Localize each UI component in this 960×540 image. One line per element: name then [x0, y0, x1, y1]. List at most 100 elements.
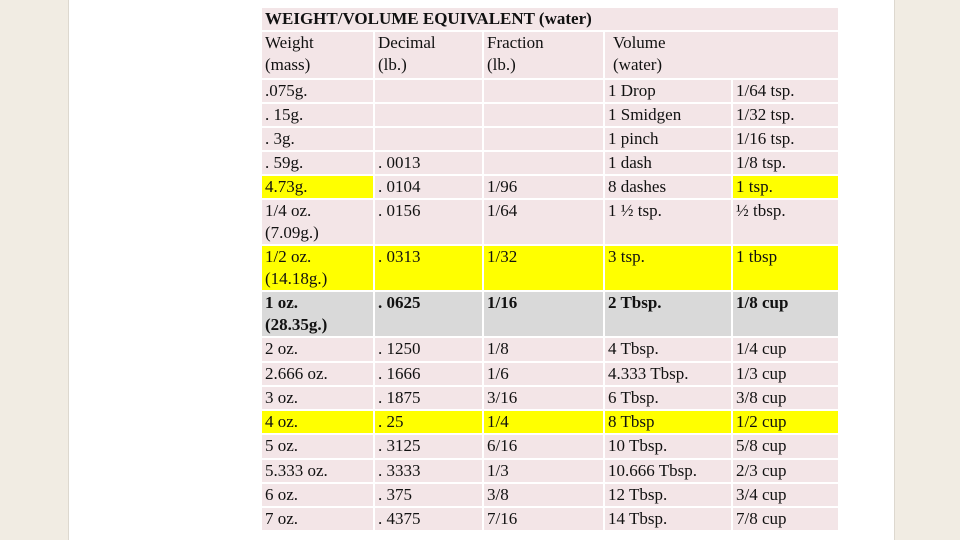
- table-cell: 1/3 cup: [730, 361, 841, 387]
- title-row: WEIGHT/VOLUME EQUIVALENT (water): [259, 6, 841, 32]
- table-cell: 1 Drop: [603, 78, 733, 104]
- table-row: . 59g.. 0013 1 dash 1/8 tsp.: [260, 150, 841, 176]
- table-row: 5.333 oz.. 3333 1/3 10.666 Tbsp. 2/3 cup: [260, 458, 841, 484]
- table-cell: . 25: [373, 409, 484, 435]
- table-row: 6 oz.. 375 3/8 12 Tbsp. 3/4 cup: [260, 482, 841, 508]
- table-cell: [373, 126, 484, 152]
- table-cell: 4.333 Tbsp.: [603, 361, 733, 387]
- table-cell: 12 Tbsp.: [603, 482, 733, 508]
- table-cell: [482, 102, 605, 128]
- table-cell: [373, 78, 484, 104]
- table-cell: . 4375: [373, 506, 484, 532]
- table-cell: 3/8 cup: [730, 385, 841, 411]
- table-cell: .075g.: [260, 78, 375, 104]
- table-cell: 1/8 cup: [730, 290, 841, 338]
- table-cell: 10.666 Tbsp.: [603, 458, 733, 484]
- table-cell: 1/32 tsp.: [730, 102, 841, 128]
- table-row: 4.73g.. 0104 1/96 8 dashes 1 tsp.: [260, 174, 841, 200]
- table-cell: 5/8 cup: [730, 433, 841, 460]
- table-cell: [482, 126, 605, 152]
- table-cell: 14 Tbsp.: [603, 506, 733, 532]
- table-cell: 4.73g.: [260, 174, 375, 200]
- table-cell: 1 dash: [603, 150, 733, 176]
- table-cell: 1/6: [482, 361, 605, 387]
- table-cell: 3/16: [482, 385, 605, 411]
- table-cell: 1/64 tsp.: [730, 78, 841, 104]
- table-cell: . 59g.: [260, 150, 375, 176]
- table-cell: . 0313: [373, 244, 484, 292]
- table-cell: 6/16: [482, 433, 605, 460]
- table-cell: 4 oz.: [260, 409, 375, 435]
- table-cell: 7/16: [482, 506, 605, 532]
- table-cell: 1/2 cup: [730, 409, 841, 435]
- table-row: 5 oz.. 3125 6/16 10 Tbsp. 5/8 cup: [260, 433, 841, 460]
- table-cell: 1/4 oz. (7.09g.): [260, 198, 375, 246]
- header-cell: Fraction (lb.): [482, 30, 605, 80]
- table-cell: 1 Smidgen: [603, 102, 733, 128]
- header-row: Weight (mass) Decimal (lb.) Fraction (lb.)…: [260, 30, 841, 80]
- table-row: 4 oz.. 25 1/4 8 Tbsp 1/2 cup: [260, 409, 841, 435]
- table-row: 3 oz.. 1875 3/16 6 Tbsp. 3/8 cup: [260, 385, 841, 411]
- table-row: 7 oz.. 4375 7/16 14 Tbsp. 7/8 cup: [260, 506, 841, 532]
- table-cell: . 1875: [373, 385, 484, 411]
- table-cell: . 375: [373, 482, 484, 508]
- table-cell: 3 oz.: [260, 385, 375, 411]
- table-cell: . 0104: [373, 174, 484, 200]
- table-cell: 1/8: [482, 336, 605, 363]
- slide: WEIGHT/VOLUME EQUIVALENT (water) Weight (…: [68, 0, 895, 540]
- table-cell: 1/16 tsp.: [730, 126, 841, 152]
- table-row: 1/4 oz. (7.09g.). 0156 1/64 1 ½ tsp. ½ tbsp…: [260, 198, 841, 246]
- table-cell: 6 oz.: [260, 482, 375, 508]
- table-cell: 2/3 cup: [730, 458, 841, 484]
- table-row: 2.666 oz.. 1666 1/6 4.333 Tbsp. 1/3 cup: [260, 361, 841, 387]
- table-cell: 2 Tbsp.: [603, 290, 733, 338]
- table-cell: 1/4: [482, 409, 605, 435]
- table-cell: 1/16: [482, 290, 605, 338]
- table-cell: 1/8 tsp.: [730, 150, 841, 176]
- table-cell: 5 oz.: [260, 433, 375, 460]
- table-row: 1/2 oz. (14.18g.). 0313 1/32 3 tsp. 1 tbsp: [260, 244, 841, 292]
- table-cell: . 0013: [373, 150, 484, 176]
- table-row: 1 oz. (28.35g.). 0625 1/16 2 Tbsp. 1/8 cup: [260, 290, 841, 338]
- table-cell: 1 ½ tsp.: [603, 198, 733, 246]
- table-cell: 8 dashes: [603, 174, 733, 200]
- table-row: 2 oz.. 1250 1/8 4 Tbsp. 1/4 cup: [260, 336, 841, 363]
- table-cell: 6 Tbsp.: [603, 385, 733, 411]
- table-cell: 5.333 oz.: [260, 458, 375, 484]
- equivalents-table: WEIGHT/VOLUME EQUIVALENT (water) Weight (…: [259, 6, 841, 532]
- table-cell: 3 tsp.: [603, 244, 733, 292]
- table-cell: . 1250: [373, 336, 484, 363]
- table-cell: 1/4 cup: [730, 336, 841, 363]
- table-cell: [482, 150, 605, 176]
- table-row: . 15g. 1 Smidgen 1/32 tsp.: [260, 102, 841, 128]
- table-title: WEIGHT/VOLUME EQUIVALENT (water): [259, 6, 841, 32]
- table-cell: 1/32: [482, 244, 605, 292]
- table-cell: 1 tsp.: [730, 174, 841, 200]
- table-cell: 1/2 oz. (14.18g.): [260, 244, 375, 292]
- header-cell: Volume (water): [602, 30, 841, 80]
- table-cell: 1 oz. (28.35g.): [260, 290, 375, 338]
- table-cell: 7/8 cup: [730, 506, 841, 532]
- table-cell: . 0156: [373, 198, 484, 246]
- table-row: . 3g. 1 pinch 1/16 tsp.: [260, 126, 841, 152]
- table-cell: 1 tbsp: [730, 244, 841, 292]
- table-cell: . 3g.: [260, 126, 375, 152]
- table-cell: 1/96: [482, 174, 605, 200]
- table-cell: . 0625: [373, 290, 484, 338]
- table-cell: 1 pinch: [603, 126, 733, 152]
- table-cell: ½ tbsp.: [730, 198, 841, 246]
- table-cell: 8 Tbsp: [603, 409, 733, 435]
- table-cell: 2 oz.: [260, 336, 375, 363]
- table-cell: 10 Tbsp.: [603, 433, 733, 460]
- table-cell: 2.666 oz.: [260, 361, 375, 387]
- table-cell: . 3125: [373, 433, 484, 460]
- table-cell: 1/64: [482, 198, 605, 246]
- table-cell: 1/3: [482, 458, 605, 484]
- table-cell: [373, 102, 484, 128]
- header-cell: Decimal (lb.): [373, 30, 484, 80]
- table-cell: 3/4 cup: [730, 482, 841, 508]
- table-cell: 7 oz.: [260, 506, 375, 532]
- header-cell: Weight (mass): [260, 30, 375, 80]
- table-row: .075g. 1 Drop 1/64 tsp.: [260, 78, 841, 104]
